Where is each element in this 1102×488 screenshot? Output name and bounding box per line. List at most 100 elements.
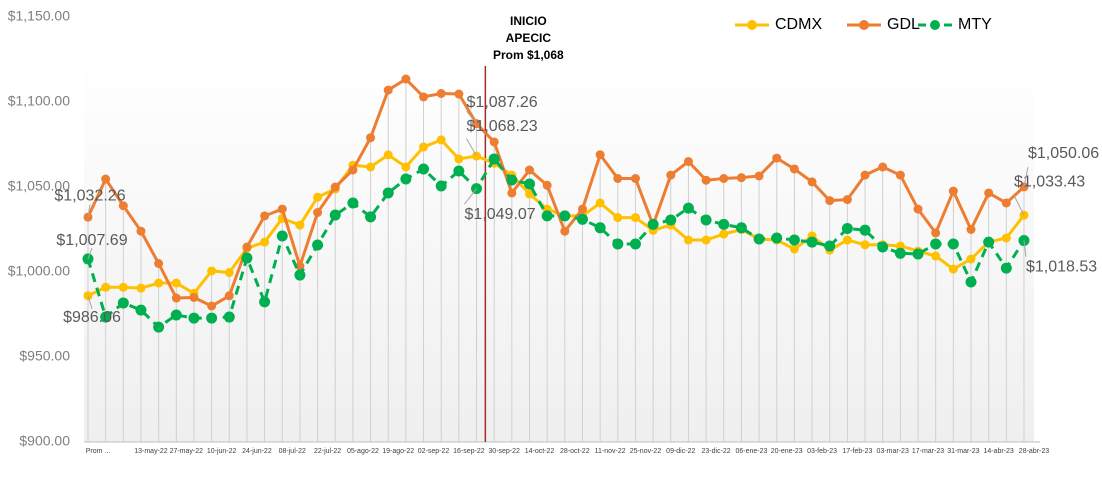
point	[682, 202, 694, 214]
point	[895, 170, 905, 180]
point	[188, 312, 200, 324]
data-label: $1,033.43	[1014, 173, 1085, 190]
y-tick-label: $950.00	[19, 348, 70, 364]
point	[789, 164, 799, 174]
point	[753, 233, 765, 245]
x-tick-label: 17-mar-23	[912, 448, 944, 455]
x-tick-label: 14-oct-22	[525, 448, 555, 455]
x-tick-label: 17-feb-23	[842, 448, 872, 455]
point	[894, 247, 906, 259]
point	[966, 254, 976, 264]
x-tick-label: Prom ...	[86, 448, 111, 455]
point	[683, 157, 693, 166]
point	[171, 293, 181, 303]
x-tick-label: 24-jun-22	[242, 448, 272, 455]
point	[224, 291, 234, 301]
point	[983, 236, 995, 248]
point	[1001, 198, 1011, 208]
point	[260, 237, 270, 247]
point	[789, 244, 799, 254]
point	[117, 297, 129, 309]
leader-line	[464, 188, 477, 205]
point	[559, 210, 571, 222]
x-tick-label: 10-jun-22	[207, 448, 237, 455]
y-tick-label: $900.00	[19, 433, 70, 449]
point	[241, 252, 253, 264]
point	[560, 226, 570, 236]
point	[595, 198, 605, 208]
x-tick-label: 02-sep-22	[418, 448, 450, 455]
point	[718, 218, 730, 230]
point	[825, 196, 835, 206]
x-tick-label: 08-jul-22	[279, 448, 306, 455]
point	[966, 225, 976, 234]
point	[207, 266, 217, 276]
x-tick-label: 13-may-22	[134, 448, 168, 455]
point	[365, 211, 377, 223]
point	[223, 311, 235, 323]
point	[419, 142, 429, 152]
annotation-text: INICIO	[510, 14, 547, 28]
leader-line	[1023, 240, 1027, 257]
legend-marker	[930, 20, 940, 30]
point	[701, 175, 711, 185]
point	[366, 162, 376, 172]
point	[171, 278, 181, 288]
point	[877, 241, 889, 253]
point	[436, 135, 446, 145]
point	[771, 232, 783, 244]
point	[383, 85, 393, 95]
x-tick-label: 20-ene-23	[771, 448, 803, 455]
point	[1000, 262, 1012, 274]
point	[488, 153, 500, 165]
point	[948, 186, 958, 196]
point	[612, 238, 624, 250]
x-tick-label: 05-ago-22	[347, 448, 379, 455]
point	[383, 150, 393, 160]
point	[860, 170, 870, 180]
point	[382, 187, 394, 199]
point	[153, 321, 165, 333]
x-tick-label: 30-sep-22	[488, 448, 520, 455]
point	[913, 204, 923, 214]
data-label: $1,032.26	[54, 187, 125, 204]
x-tick-label: 03-feb-23	[807, 448, 837, 455]
point	[242, 242, 252, 252]
leader-line	[87, 295, 93, 310]
point	[806, 236, 818, 248]
point	[754, 171, 764, 181]
point	[525, 189, 534, 199]
legend-label: CDMX	[775, 16, 822, 33]
x-tick-label: 23-dic-22	[702, 448, 731, 455]
point	[842, 235, 852, 245]
point	[435, 180, 447, 192]
point	[295, 220, 305, 230]
point	[454, 154, 464, 164]
point	[154, 278, 164, 288]
point	[613, 174, 623, 183]
legend-marker	[859, 20, 869, 30]
point	[366, 133, 376, 143]
point	[895, 241, 905, 251]
point	[595, 150, 605, 160]
point	[507, 188, 517, 198]
point	[965, 276, 977, 288]
point	[525, 165, 534, 175]
point	[312, 239, 324, 251]
point	[735, 222, 747, 234]
point	[260, 211, 270, 221]
point	[647, 218, 659, 230]
point	[948, 264, 958, 274]
leader-line	[1023, 166, 1029, 187]
point	[170, 309, 182, 321]
data-label: $1,007.69	[56, 232, 127, 249]
point	[576, 213, 588, 225]
point	[277, 204, 287, 214]
point	[930, 238, 942, 250]
point	[772, 153, 782, 163]
point	[313, 208, 323, 217]
x-tick-label: 14-abr-23	[983, 448, 1013, 455]
annotation-text: APECIC	[506, 31, 552, 45]
point	[401, 74, 411, 84]
point	[542, 180, 552, 190]
